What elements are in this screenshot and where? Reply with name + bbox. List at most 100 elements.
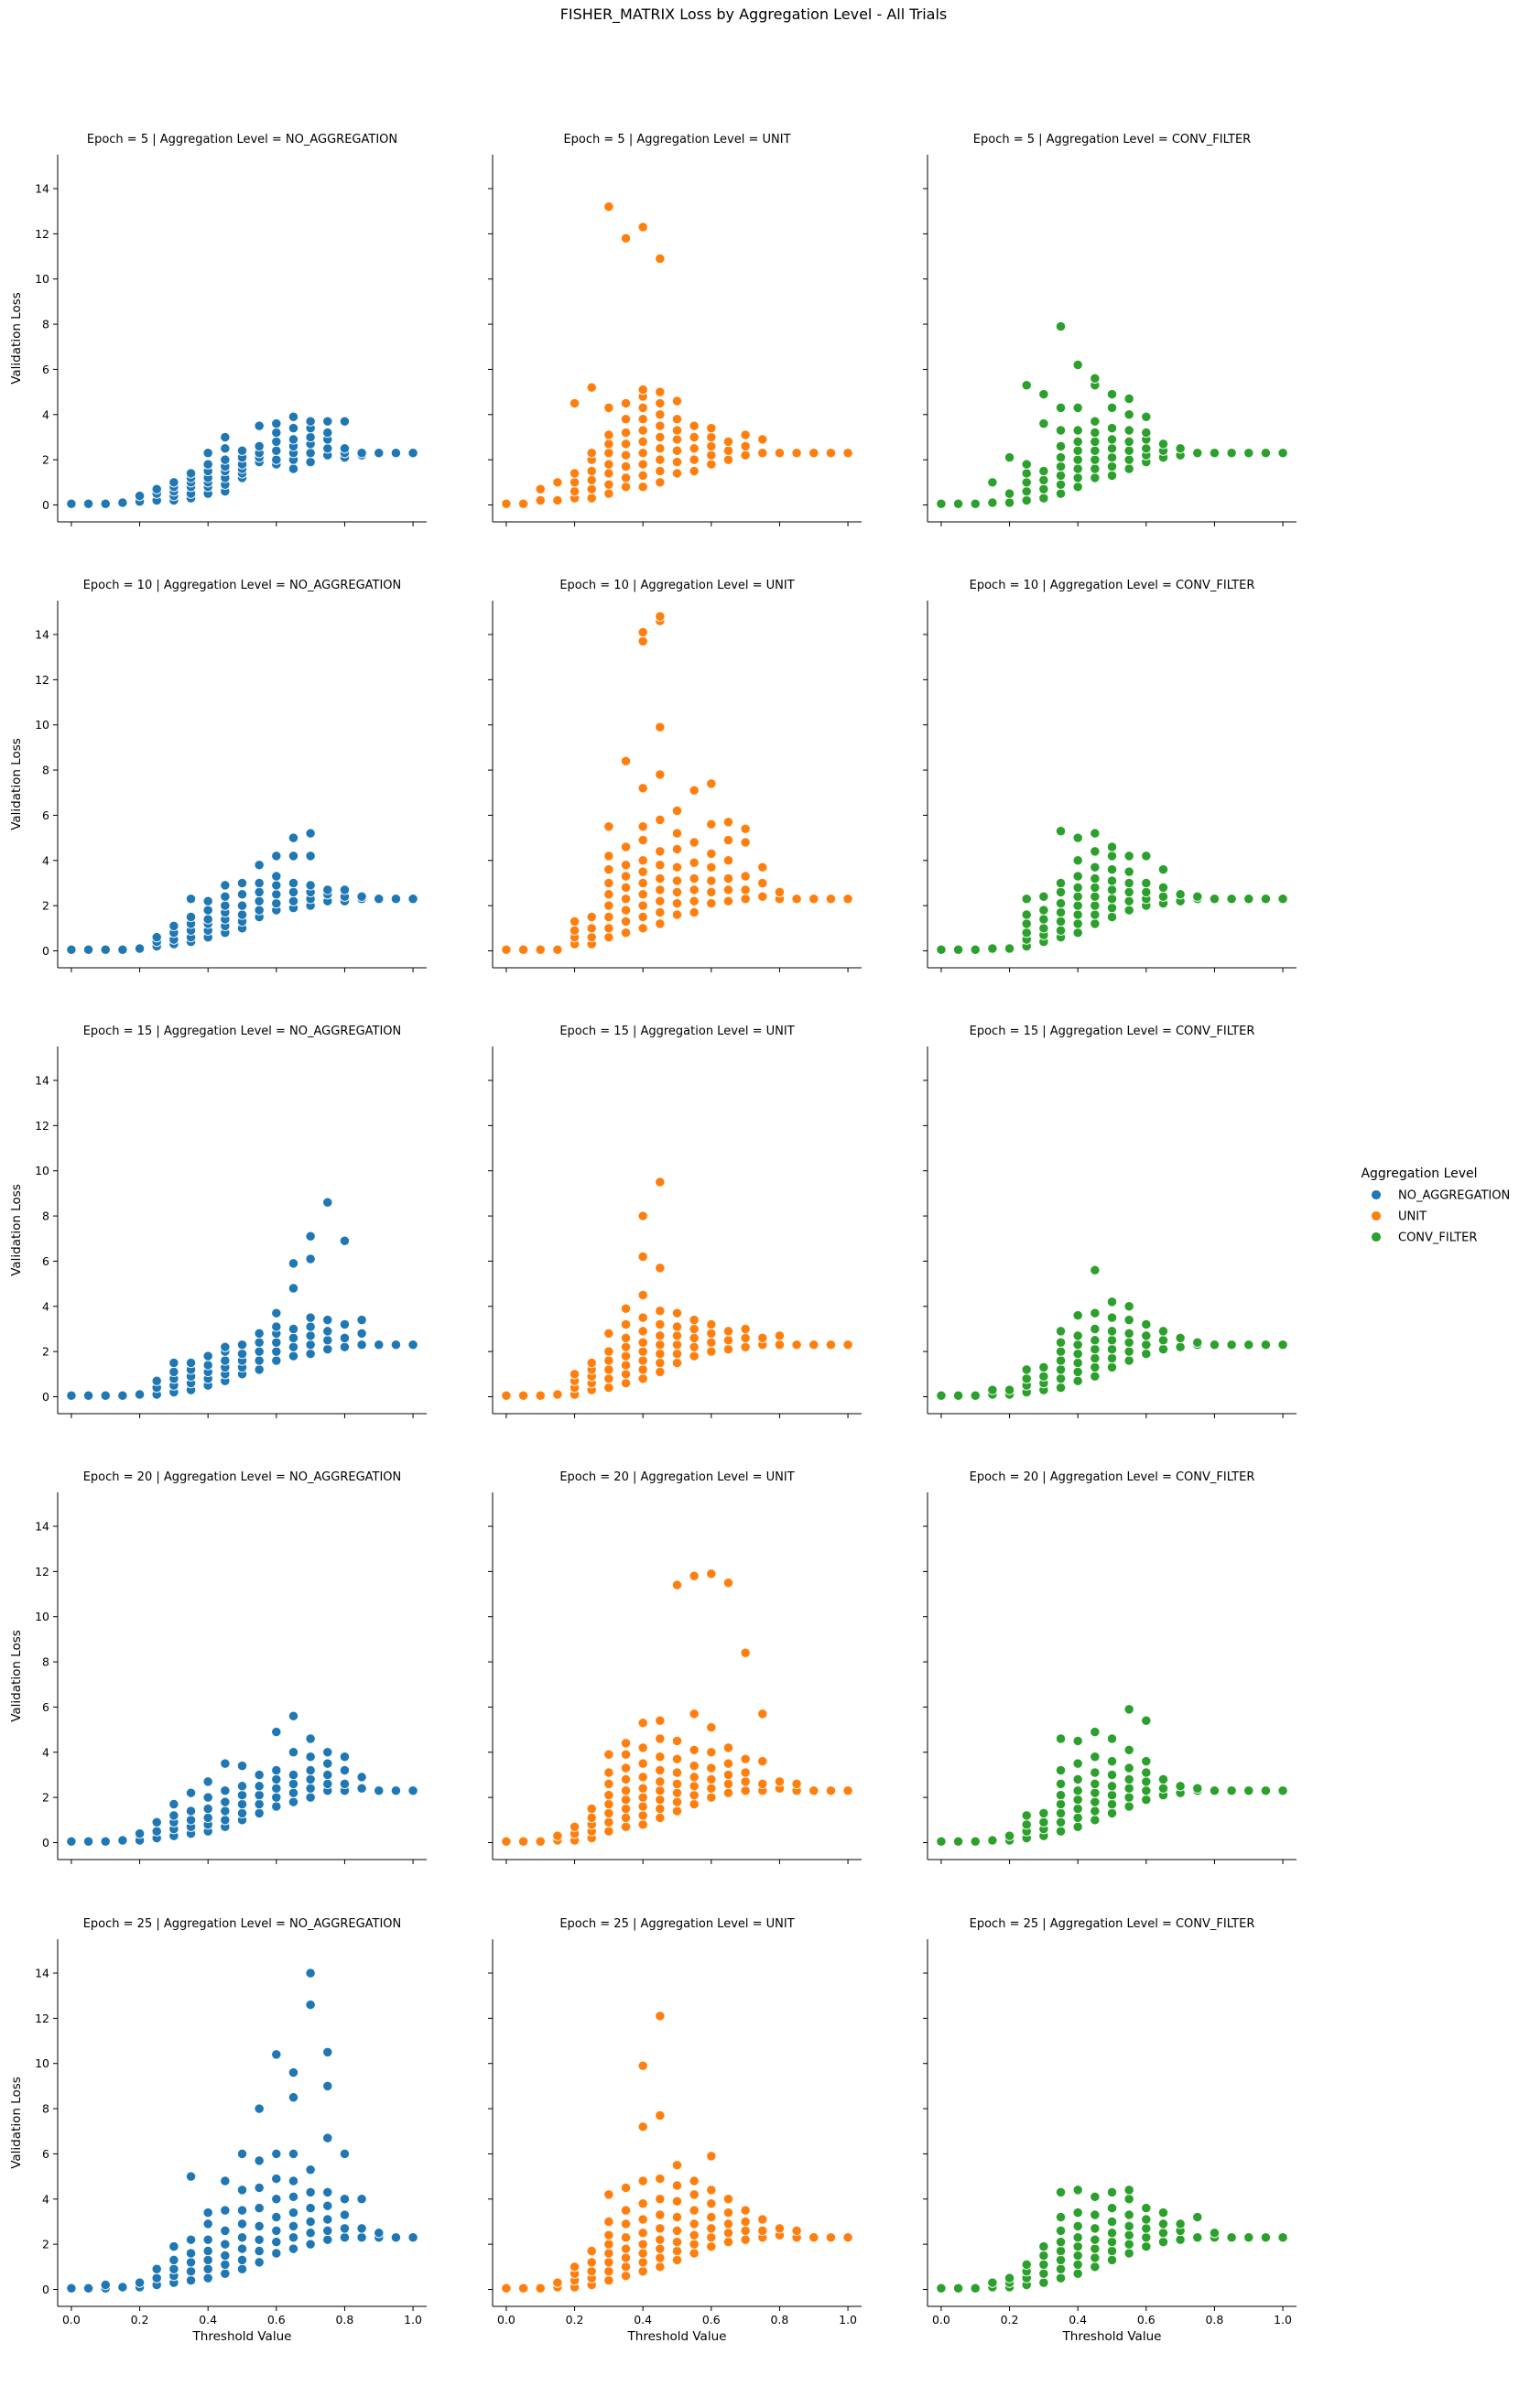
- data-point-unit: [637, 448, 648, 459]
- data-point-unit: [671, 805, 683, 817]
- data-point-unit: [501, 1390, 512, 1401]
- data-point-conv-filter: [1055, 2263, 1067, 2274]
- data-point-no-aggregation: [202, 459, 213, 470]
- data-point-no-aggregation: [202, 1360, 213, 1371]
- data-point-unit: [620, 2182, 632, 2194]
- data-point-unit: [620, 1378, 632, 1389]
- data-point-no-aggregation: [305, 2216, 316, 2228]
- data-point-no-aggregation: [407, 448, 418, 459]
- data-point-conv-filter: [1038, 1807, 1049, 1819]
- data-point-unit: [586, 465, 597, 477]
- panel-10-ytick-label: 14: [35, 1520, 49, 1534]
- data-point-conv-filter: [1072, 463, 1083, 474]
- data-point-no-aggregation: [339, 2148, 351, 2160]
- data-point-no-aggregation: [151, 483, 162, 494]
- panel-12: Epoch = 20 | Aggregation Level = CONV_FI…: [923, 1470, 1297, 1864]
- data-point-no-aggregation: [236, 877, 248, 889]
- data-point-conv-filter: [1123, 1801, 1134, 1812]
- data-point-no-aggregation: [151, 1817, 162, 1828]
- data-point-conv-filter: [1226, 448, 1237, 459]
- data-point-unit: [706, 450, 717, 461]
- data-point-conv-filter: [1141, 2232, 1152, 2243]
- data-point-conv-filter: [1090, 2223, 1101, 2234]
- data-point-unit: [637, 2239, 648, 2250]
- data-point-conv-filter: [1072, 2220, 1083, 2232]
- data-point-no-aggregation: [288, 411, 299, 422]
- data-point-unit: [722, 1758, 734, 1769]
- data-point-unit: [569, 2262, 581, 2272]
- data-point-conv-filter: [1055, 470, 1067, 482]
- data-point-unit: [655, 611, 666, 622]
- panel-13-ylabel: Validation Loss: [9, 2077, 24, 2169]
- data-point-no-aggregation: [271, 1764, 282, 1776]
- panel-13-ytick-label: 14: [35, 1967, 49, 1980]
- data-point-conv-filter: [1004, 1830, 1015, 1841]
- data-point-unit: [655, 2223, 666, 2234]
- data-point-no-aggregation: [305, 1340, 316, 1350]
- data-point-conv-filter: [1072, 2250, 1083, 2262]
- data-point-no-aggregation: [202, 2245, 213, 2257]
- data-point-unit: [501, 2283, 512, 2294]
- data-point-conv-filter: [1106, 2237, 1118, 2248]
- data-point-no-aggregation: [185, 2257, 197, 2268]
- data-point-conv-filter: [1277, 1340, 1288, 1350]
- data-point-no-aggregation: [305, 1999, 316, 2011]
- data-point-unit: [620, 755, 632, 766]
- data-point-no-aggregation: [254, 2257, 265, 2268]
- data-point-no-aggregation: [305, 448, 316, 459]
- data-point-conv-filter: [1072, 891, 1083, 902]
- data-point-no-aggregation: [271, 2194, 282, 2205]
- data-point-unit: [706, 2185, 717, 2196]
- data-point-conv-filter: [1192, 891, 1203, 902]
- data-point-unit: [706, 848, 717, 860]
- data-point-no-aggregation: [220, 1815, 231, 1826]
- data-point-conv-filter: [1055, 440, 1067, 451]
- data-point-no-aggregation: [374, 894, 385, 905]
- data-point-unit: [535, 483, 546, 494]
- panel-1-ytick-label: 10: [35, 272, 49, 286]
- data-point-conv-filter: [1175, 1332, 1186, 1343]
- data-point-no-aggregation: [82, 1836, 94, 1847]
- data-point-conv-filter: [970, 944, 981, 955]
- data-point-unit: [825, 894, 837, 905]
- data-point-unit: [586, 1803, 597, 1815]
- data-point-no-aggregation: [66, 1836, 77, 1847]
- data-point-conv-filter: [1123, 2185, 1134, 2196]
- data-point-no-aggregation: [185, 2274, 197, 2286]
- panel-5: Epoch = 10 | Aggregation Level = UNIT: [488, 579, 862, 972]
- panel-10-ytick-label: 12: [35, 1565, 49, 1578]
- data-point-unit: [603, 1382, 614, 1394]
- data-point-conv-filter: [1106, 1798, 1118, 1810]
- legend-marker-no-aggregation: [1371, 1189, 1382, 1200]
- data-point-unit: [603, 2229, 614, 2240]
- data-point-conv-filter: [1123, 436, 1134, 448]
- data-point-conv-filter: [1123, 1314, 1134, 1326]
- data-point-no-aggregation: [374, 448, 385, 459]
- panel-15-xtick-label: 0.6: [1137, 2313, 1156, 2327]
- data-point-unit: [655, 1752, 666, 1763]
- data-point-unit: [655, 431, 666, 443]
- data-point-unit: [569, 468, 581, 479]
- panel-15-title: Epoch = 25 | Aggregation Level = CONV_FI…: [970, 1917, 1255, 1931]
- data-point-no-aggregation: [254, 877, 265, 889]
- data-point-conv-filter: [1192, 1783, 1203, 1794]
- data-point-conv-filter: [1175, 2234, 1186, 2245]
- data-point-no-aggregation: [339, 1341, 351, 1352]
- data-point-unit: [620, 1812, 632, 1823]
- data-point-no-aggregation: [254, 1355, 265, 1366]
- panel-15-xtick-label: 0.0: [932, 2313, 950, 2327]
- panel-7-ytick-label: 4: [42, 1299, 49, 1313]
- data-point-unit: [637, 2121, 648, 2132]
- panel-6: Epoch = 10 | Aggregation Level = CONV_FI…: [923, 579, 1297, 972]
- data-point-unit: [620, 482, 632, 493]
- data-point-conv-filter: [1123, 409, 1134, 420]
- data-point-conv-filter: [1090, 900, 1101, 911]
- data-point-no-aggregation: [202, 2218, 213, 2229]
- panel-7-ytick-label: 2: [42, 1345, 49, 1359]
- data-point-unit: [535, 2283, 546, 2294]
- panel-11: Epoch = 20 | Aggregation Level = UNIT: [488, 1470, 862, 1864]
- data-point-unit: [655, 2110, 666, 2121]
- data-point-no-aggregation: [220, 1355, 231, 1366]
- data-point-unit: [706, 1783, 717, 1794]
- panel-13-ytick-label: 10: [35, 2056, 49, 2070]
